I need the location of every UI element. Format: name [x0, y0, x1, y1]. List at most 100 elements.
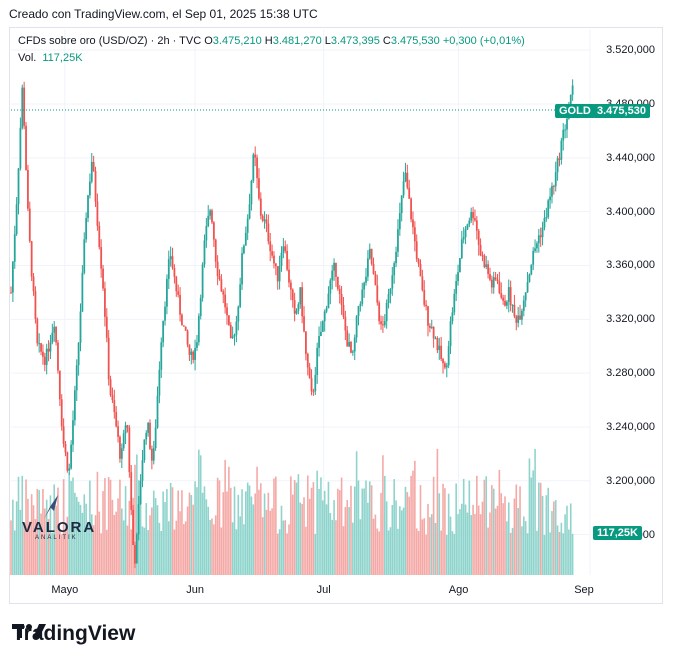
candle-body: [368, 248, 371, 259]
volume-bar: [352, 522, 354, 575]
candle-body: [477, 230, 480, 245]
candle-body: [558, 158, 561, 160]
watermark-text: VALORA: [22, 519, 97, 536]
volume-bar: [387, 530, 390, 575]
candle-body: [94, 170, 97, 202]
candle-body: [380, 321, 382, 325]
volume-bar: [340, 477, 343, 575]
volume-bar: [554, 500, 557, 575]
volume-bar: [94, 515, 97, 575]
volume-bar: [92, 525, 95, 575]
volume-bar: [308, 498, 311, 575]
candle-body: [68, 468, 71, 471]
volume-bar: [188, 492, 191, 575]
candle-body: [203, 240, 206, 265]
tradingview-footer[interactable]: TradingView: [12, 622, 135, 646]
candle-body: [475, 220, 478, 231]
volume-bar: [534, 448, 536, 575]
candle-body: [466, 224, 469, 230]
volume-bar: [203, 486, 206, 575]
volume-bar: [310, 487, 313, 575]
volume-bar: [10, 520, 12, 575]
candle-body: [310, 378, 313, 392]
volume-bar: [128, 500, 131, 575]
volume-bar: [248, 485, 251, 575]
volume-bar: [312, 482, 315, 575]
candle-body: [532, 251, 535, 265]
y-tick-label: 3.520,000: [606, 44, 655, 57]
volume-bar: [167, 521, 170, 575]
volume-bar: [318, 488, 320, 575]
volume-bar: [265, 509, 268, 575]
candle-body: [190, 351, 193, 355]
candle-body: [445, 365, 448, 368]
chart-panel[interactable]: [9, 27, 663, 604]
candle-body: [32, 276, 35, 292]
candle-body: [509, 287, 512, 306]
volume-bar: [481, 501, 484, 575]
volume-bar: [154, 498, 157, 575]
volume-bar: [519, 486, 521, 575]
candle-body: [30, 241, 33, 277]
volume-bar: [295, 482, 298, 575]
open-label: O: [204, 35, 213, 47]
volume-bar: [83, 494, 86, 575]
candle-body: [130, 472, 133, 510]
candle-body: [321, 321, 324, 332]
candle-body: [254, 154, 257, 158]
candle-body: [423, 290, 426, 305]
candle-body: [175, 276, 178, 292]
candle-body: [505, 301, 508, 306]
candle-body: [323, 311, 326, 322]
volume-bar: [70, 481, 72, 575]
volume-bar: [423, 518, 426, 575]
volume-bar: [284, 520, 287, 575]
candle-body: [62, 426, 65, 444]
open-value: 3.475,210: [212, 35, 262, 47]
candle-body: [365, 276, 367, 283]
volume-bar: [250, 496, 253, 575]
volume-bar: [194, 481, 196, 575]
candle-body: [566, 118, 568, 130]
volume-bar: [40, 513, 42, 575]
volume-bar: [476, 475, 478, 575]
volume-bar: [149, 515, 151, 575]
candle-body: [536, 243, 538, 249]
candle-body: [47, 348, 50, 352]
volume-bar: [329, 512, 332, 575]
volume-bar: [322, 500, 324, 575]
volume-bar: [432, 476, 435, 575]
candle-body: [284, 246, 287, 251]
candle-body: [387, 293, 390, 303]
high-value: 3.481,270: [272, 35, 322, 47]
volume-bar: [102, 491, 104, 575]
candle-body: [459, 258, 461, 273]
volume-bar: [449, 516, 452, 575]
volume-bar: [27, 498, 29, 575]
volume-bar: [124, 486, 127, 575]
volume-bar: [553, 501, 555, 575]
candle-body: [241, 253, 243, 285]
candle-body: [483, 255, 486, 268]
volume-bar: [156, 505, 159, 575]
candle-body: [152, 448, 155, 461]
volume-bar: [355, 451, 358, 575]
candle-body: [167, 259, 170, 280]
volume-bar: [211, 518, 213, 575]
volume-bar: [378, 531, 380, 575]
candle-body: [53, 326, 56, 333]
candle-body: [85, 218, 88, 240]
watermark-subtext: ANALITIK: [35, 535, 78, 541]
volume-bar: [323, 490, 326, 575]
volume-bar: [229, 487, 232, 575]
volume-bar: [224, 459, 226, 575]
candle-body: [239, 284, 242, 307]
candle-body: [128, 427, 131, 473]
low-value: 3.473,395: [330, 35, 380, 47]
y-tick-label: 3.360,000: [606, 259, 655, 272]
candle-body: [181, 314, 183, 326]
candle-body: [120, 448, 123, 459]
candle-body: [164, 306, 166, 321]
volume-bar: [98, 511, 101, 575]
